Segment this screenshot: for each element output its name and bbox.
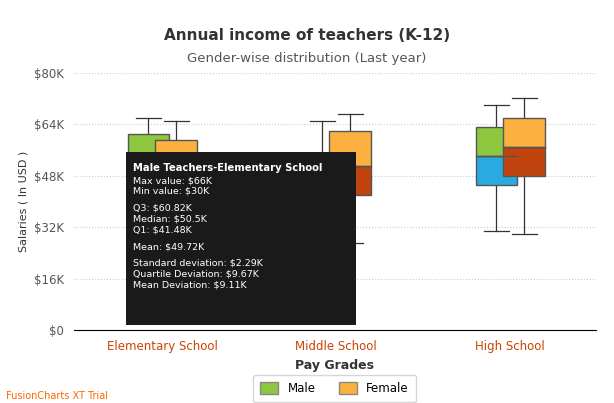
Bar [329,131,371,166]
Text: Annual income of teachers (K-12): Annual income of teachers (K-12) [164,28,450,43]
Y-axis label: Salaries ( In USD ): Salaries ( In USD ) [18,151,28,252]
Bar [475,156,517,185]
Legend: Male, Female: Male, Female [254,375,416,402]
Bar [503,147,545,176]
Text: Median: $50.5K: Median: $50.5K [133,214,207,224]
Bar [128,134,169,168]
Text: Min value: $30K: Min value: $30K [133,187,209,196]
Bar [155,140,197,169]
Bar [301,182,343,208]
Bar [329,166,371,195]
Text: Standard deviation: $2.29K: Standard deviation: $2.29K [133,259,263,268]
Text: Max value: $66K: Max value: $66K [133,176,212,185]
Bar [128,168,169,197]
Bar [475,127,517,156]
Text: Mean Deviation: $9.11K: Mean Deviation: $9.11K [133,280,247,289]
Bar [301,156,343,182]
Text: Q3: $60.82K: Q3: $60.82K [133,204,192,213]
Text: Gender-wise distribution (Last year): Gender-wise distribution (Last year) [187,52,427,65]
X-axis label: Pay Grades: Pay Grades [295,359,374,372]
Bar [503,118,545,147]
Text: Quartile Deviation: $9.67K: Quartile Deviation: $9.67K [133,270,259,278]
Text: Male Teachers-Elementary School: Male Teachers-Elementary School [133,163,322,173]
Text: FusionCharts XT Trial: FusionCharts XT Trial [6,391,108,401]
Text: Mean: $49.72K: Mean: $49.72K [133,242,204,251]
Bar [155,169,197,202]
Text: Q1: $41.48K: Q1: $41.48K [133,225,192,235]
